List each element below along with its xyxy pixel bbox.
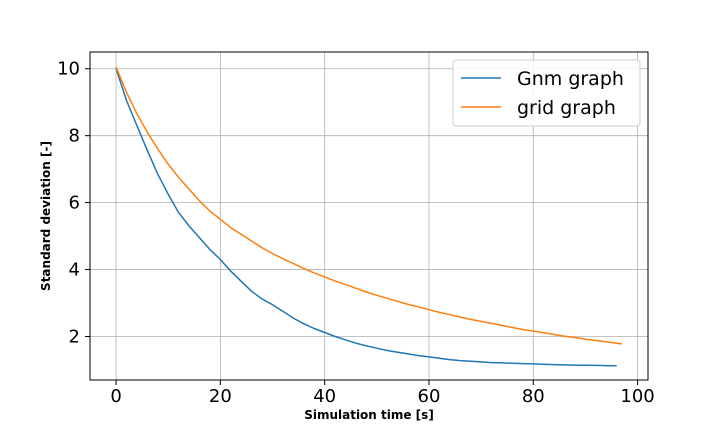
x-tick-label: 0	[110, 386, 121, 407]
x-tick-label: 100	[620, 386, 654, 407]
y-tick-label: 2	[69, 326, 80, 347]
x-tick-label: 60	[418, 386, 441, 407]
axis-ticks: 0 20 40 60 80 100 2 4 6 8 10	[57, 59, 655, 407]
series-line-1	[115, 66, 623, 345]
x-tick-label: 20	[209, 386, 232, 407]
y-tick-label: 8	[69, 126, 80, 147]
x-tick-label: 80	[522, 386, 545, 407]
y-axis-label: Standard deviation [-]	[39, 141, 53, 291]
series-line-0	[115, 68, 617, 367]
y-tick-label: 4	[69, 260, 80, 281]
x-tick-label: 40	[313, 386, 336, 407]
legend-box	[452, 59, 641, 127]
plot-area-frame	[89, 51, 649, 381]
x-axis-label: Simulation time [s]	[304, 408, 434, 422]
y-tick-label: 6	[69, 193, 80, 214]
y-tick-label: 10	[57, 59, 80, 80]
series-lines	[115, 66, 623, 367]
legend: Gnm graph grid graph	[452, 59, 641, 127]
legend-label: grid graph	[517, 97, 616, 119]
legend-label: Gnm graph	[517, 68, 624, 90]
